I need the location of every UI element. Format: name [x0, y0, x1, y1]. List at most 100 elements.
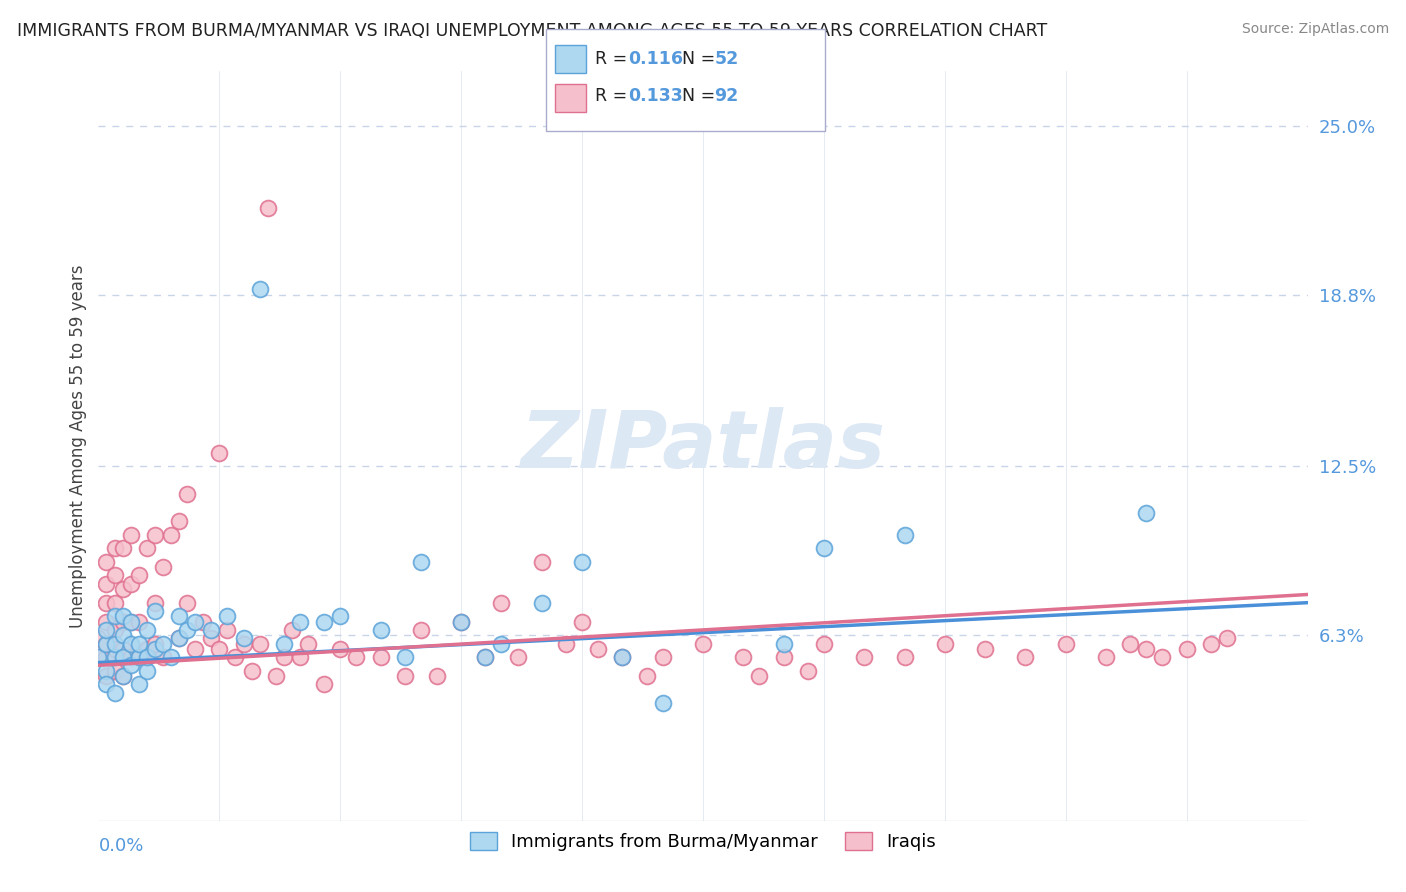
Point [370, 623, 392, 637]
Text: Source: ZipAtlas.com: Source: ZipAtlas.com [1241, 22, 1389, 37]
Point [1095, 650, 1118, 665]
Point [120, 527, 142, 541]
Point [176, 623, 198, 637]
Point [103, 685, 125, 699]
Point [1199, 636, 1222, 650]
Point [813, 636, 835, 650]
Point [217, 623, 239, 637]
Point [240, 664, 263, 678]
Point [1152, 650, 1174, 665]
Point [143, 527, 166, 541]
Point [1135, 642, 1157, 657]
Point [506, 650, 529, 665]
Point [143, 636, 166, 650]
Point [934, 636, 956, 650]
Point [128, 650, 150, 665]
Point [200, 623, 222, 637]
Point [111, 642, 134, 657]
Point [224, 650, 246, 665]
Point [120, 650, 142, 665]
Point [135, 541, 157, 556]
Point [135, 664, 157, 678]
Point [111, 650, 134, 665]
Point [426, 669, 449, 683]
Point [87, 650, 110, 665]
Point [184, 642, 207, 657]
Point [120, 615, 142, 629]
Point [128, 677, 150, 691]
Y-axis label: Unemployment Among Ages 55 to 59 years: Unemployment Among Ages 55 to 59 years [69, 264, 87, 628]
Point [103, 623, 125, 637]
Point [772, 650, 794, 665]
Point [135, 650, 157, 665]
Point [103, 596, 125, 610]
Point [176, 486, 198, 500]
Point [217, 609, 239, 624]
Point [491, 636, 513, 650]
Point [1216, 631, 1239, 645]
Point [256, 201, 278, 215]
Point [651, 650, 673, 665]
Point [96, 636, 118, 650]
Point [160, 650, 183, 665]
Point [87, 631, 110, 645]
Point [128, 615, 150, 629]
Point [1135, 506, 1157, 520]
Point [264, 669, 287, 683]
Point [288, 615, 311, 629]
Text: R =: R = [595, 50, 633, 68]
Point [160, 527, 183, 541]
Point [128, 650, 150, 665]
Point [249, 636, 271, 650]
Point [1119, 636, 1142, 650]
Point [152, 560, 174, 574]
Point [208, 642, 231, 657]
Point [103, 541, 125, 556]
Point [974, 642, 997, 657]
Point [651, 697, 673, 711]
Point [1175, 642, 1198, 657]
Text: 0.116: 0.116 [628, 50, 683, 68]
Point [208, 446, 231, 460]
Point [120, 615, 142, 629]
Point [152, 636, 174, 650]
Point [103, 636, 125, 650]
Point [813, 541, 835, 556]
Text: N =: N = [682, 50, 721, 68]
Point [344, 650, 367, 665]
Point [329, 609, 352, 624]
Point [530, 596, 553, 610]
Point [450, 615, 472, 629]
Point [128, 568, 150, 582]
Point [96, 636, 118, 650]
Point [135, 623, 157, 637]
Point [571, 555, 593, 569]
Point [167, 631, 190, 645]
Point [167, 609, 190, 624]
Point [1054, 636, 1077, 650]
Point [103, 568, 125, 582]
Point [111, 628, 134, 642]
Point [853, 650, 876, 665]
Text: N =: N = [682, 87, 721, 105]
Point [281, 623, 304, 637]
Text: ZIPatlas: ZIPatlas [520, 407, 886, 485]
Point [571, 615, 593, 629]
Point [893, 527, 915, 541]
Point [96, 596, 118, 610]
Point [232, 631, 254, 645]
Point [474, 650, 496, 665]
Point [96, 669, 118, 683]
Point [111, 541, 134, 556]
Point [314, 615, 336, 629]
Point [103, 650, 125, 665]
Point [297, 636, 319, 650]
Point [394, 650, 416, 665]
Point [748, 669, 770, 683]
Point [96, 650, 118, 665]
Point [96, 555, 118, 569]
Point [474, 650, 496, 665]
Point [612, 650, 634, 665]
Text: IMMIGRANTS FROM BURMA/MYANMAR VS IRAQI UNEMPLOYMENT AMONG AGES 55 TO 59 YEARS CO: IMMIGRANTS FROM BURMA/MYANMAR VS IRAQI U… [17, 22, 1047, 40]
Point [152, 650, 174, 665]
